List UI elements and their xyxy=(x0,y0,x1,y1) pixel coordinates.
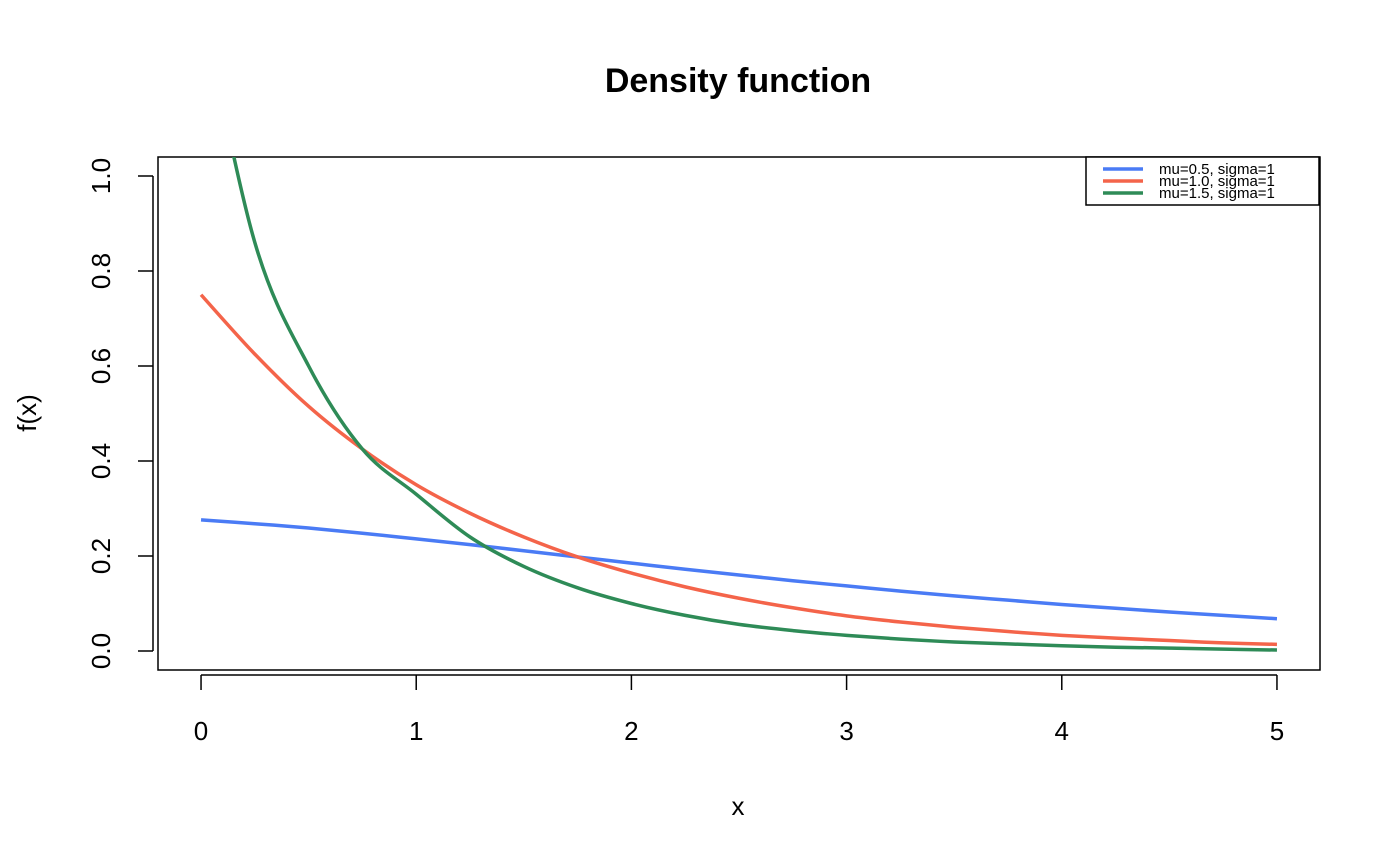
series-line-1 xyxy=(200,518,1278,621)
y-tick-label: 0.2 xyxy=(86,538,116,574)
y-axis: 0.0 0.2 0.4 0.6 0.8 1.0 xyxy=(86,158,154,669)
x-tick-label: 0 xyxy=(194,716,208,746)
y-tick-label: 0.8 xyxy=(86,253,116,289)
x-tick-label: 2 xyxy=(624,716,638,746)
legend: mu=0.5, sigma=1mu=1.0, sigma=1mu=1.5, si… xyxy=(1085,156,1320,206)
chart-title: Density function xyxy=(605,62,871,100)
x-tick-label: 1 xyxy=(409,716,423,746)
plot-area-frame xyxy=(157,156,1321,671)
y-tick-label: 0.0 xyxy=(86,633,116,669)
x-axis-label: x xyxy=(732,791,745,821)
legend-label: mu=0.5, sigma=1 xyxy=(1159,161,1275,178)
x-axis: 0 1 2 3 4 5 xyxy=(194,674,1284,746)
x-tick-label: 3 xyxy=(839,716,853,746)
legend-label: mu=1.0, sigma=1 xyxy=(1159,173,1275,190)
y-tick-label: 0.6 xyxy=(86,348,116,384)
series-group xyxy=(199,157,1278,652)
y-tick-label: 0.4 xyxy=(86,443,116,479)
series-line-2 xyxy=(199,293,1278,647)
y-tick-label: 1.0 xyxy=(86,158,116,194)
x-tick-label: 5 xyxy=(1270,716,1284,746)
legend-label: mu=1.5, sigma=1 xyxy=(1159,185,1275,202)
series-line-3 xyxy=(232,157,1277,652)
y-axis-label: f(x) xyxy=(12,394,42,432)
x-tick-label: 4 xyxy=(1055,716,1069,746)
